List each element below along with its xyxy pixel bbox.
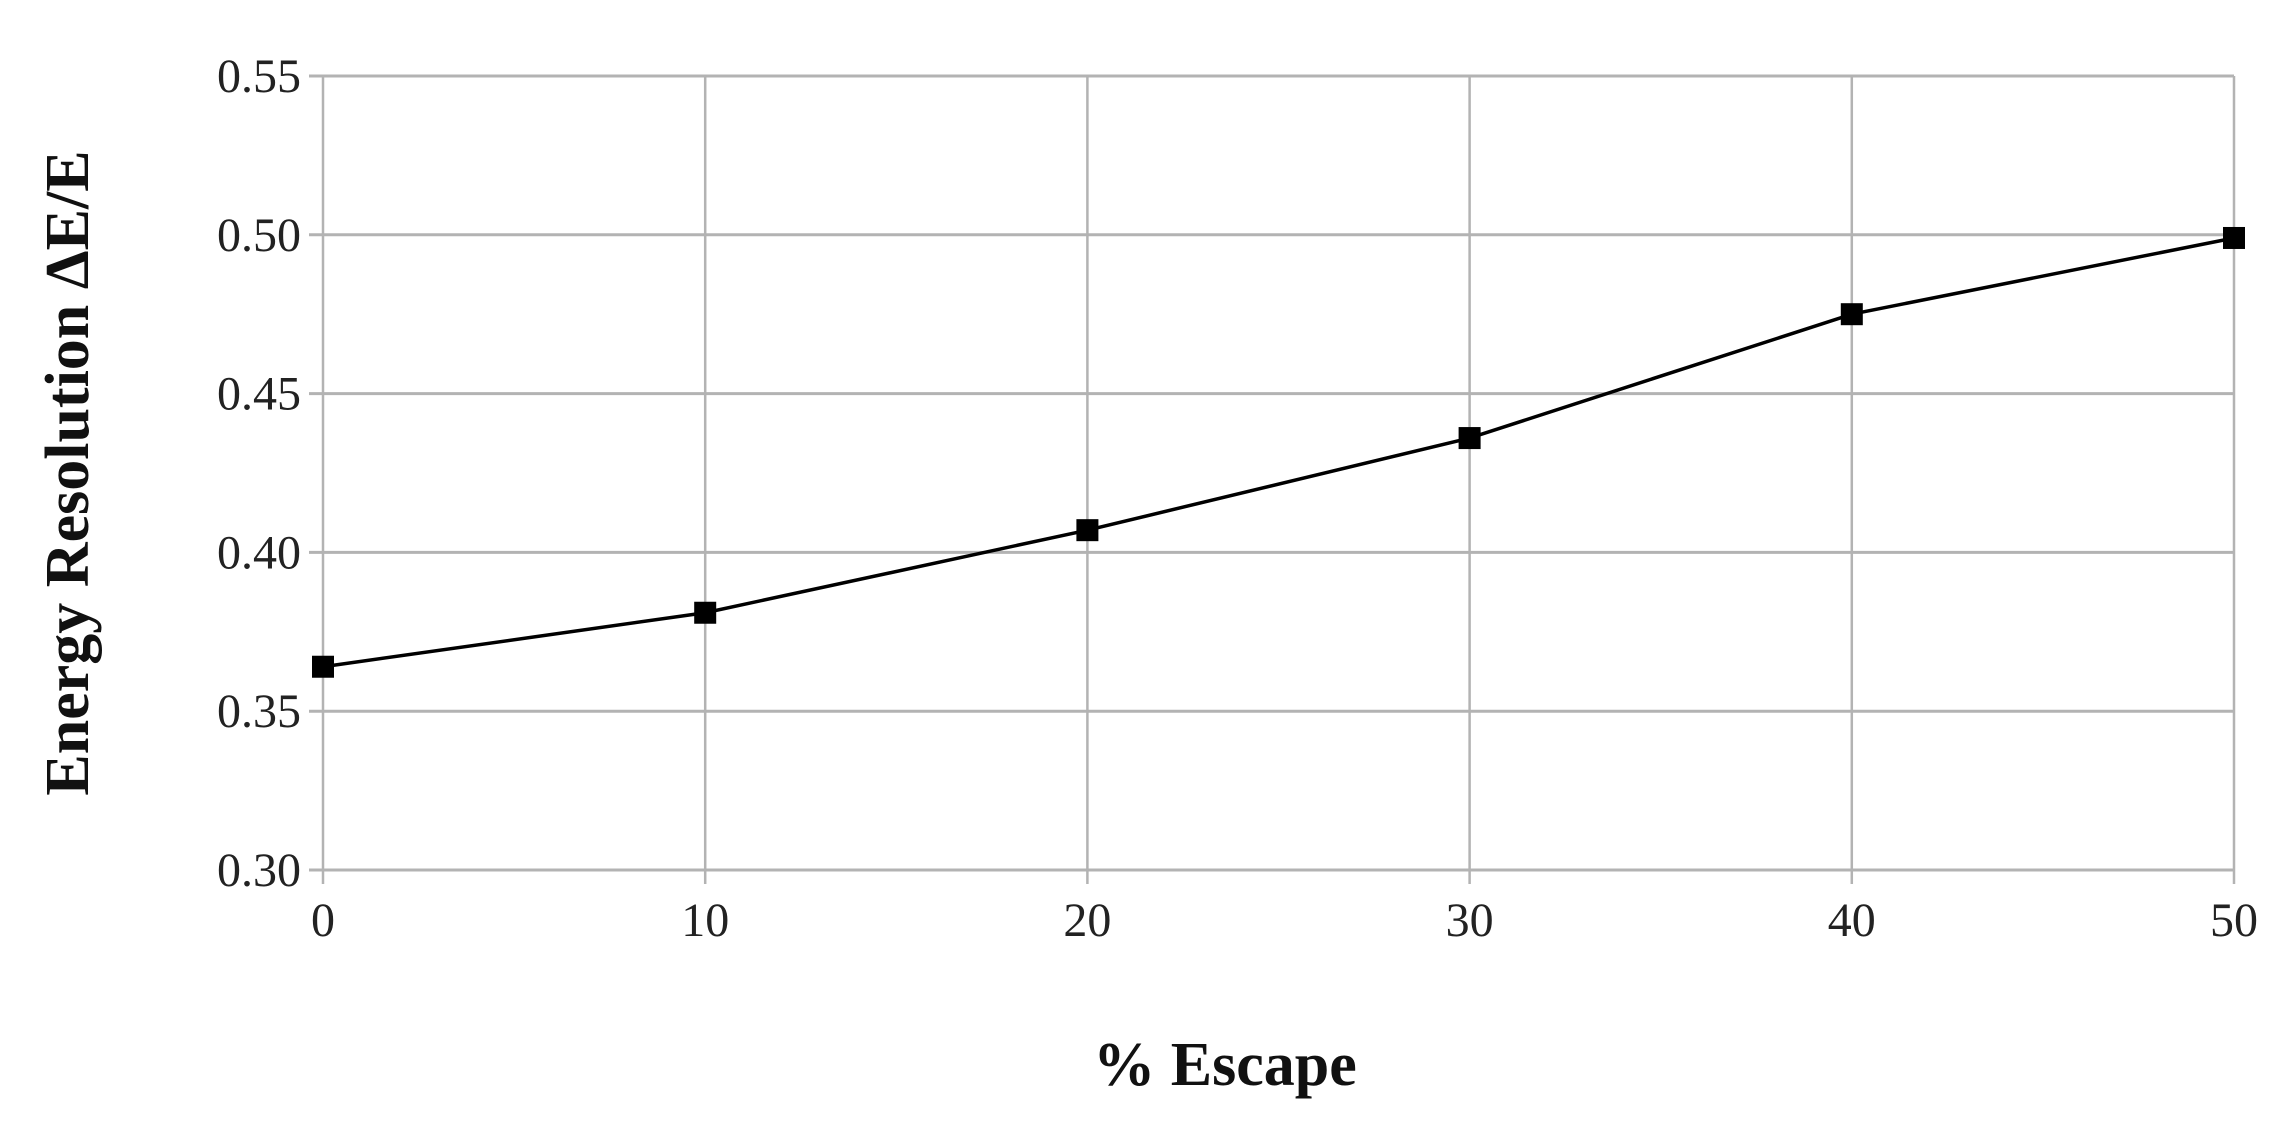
x-tick-label: 10 bbox=[681, 894, 729, 947]
data-point bbox=[312, 655, 334, 678]
y-tick-label: 0.55 bbox=[217, 50, 301, 103]
data-point bbox=[1840, 303, 1863, 326]
y-tick-label: 0.50 bbox=[217, 209, 301, 262]
y-tick-label: 0.40 bbox=[217, 526, 301, 579]
y-tick-label: 0.30 bbox=[217, 844, 301, 897]
grid bbox=[309, 74, 2236, 884]
x-tick-label: 30 bbox=[1446, 894, 1494, 947]
series-line bbox=[322, 236, 2235, 669]
y-axis-title: Energy Resolution ΔE/E bbox=[34, 150, 102, 795]
x-axis-title: % Escape bbox=[1093, 1031, 1357, 1099]
series bbox=[312, 226, 2245, 678]
data-point bbox=[1076, 519, 1099, 542]
y-tick-label: 0.35 bbox=[217, 685, 301, 738]
x-tick-label: 40 bbox=[1828, 894, 1876, 947]
data-point bbox=[694, 601, 717, 624]
y-tick-label: 0.45 bbox=[217, 368, 301, 421]
x-tick-label: 0 bbox=[311, 894, 335, 947]
x-tick-label: 50 bbox=[2210, 894, 2258, 947]
data-point bbox=[1458, 427, 1481, 450]
tick-labels: 0.30 0.35 0.40 0.45 0.50 0.55 0 10 20 30 40 50 bbox=[217, 50, 2258, 947]
data-point bbox=[2223, 226, 2245, 249]
x-tick-label: 20 bbox=[1063, 894, 1111, 947]
